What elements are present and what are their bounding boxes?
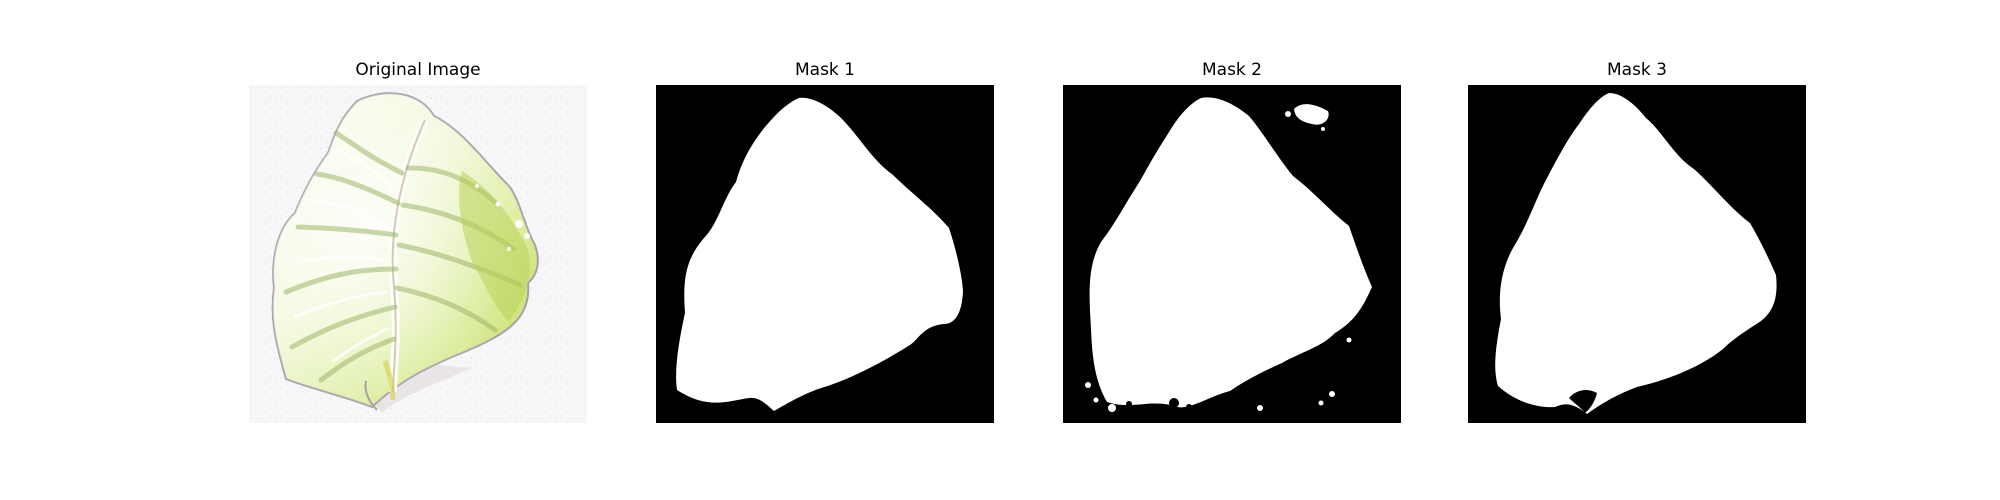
- original-image-panel: Original Image: [249, 58, 587, 426]
- mask-3-panel: Mask 3: [1468, 58, 1806, 426]
- leaf-photo: [249, 85, 587, 423]
- mask-1-title: Mask 1: [794, 60, 855, 80]
- original-image: [249, 85, 587, 423]
- mask-1-image: [656, 85, 994, 423]
- mask-3-image: [1468, 85, 1806, 423]
- mask-1-visual: [656, 85, 994, 423]
- mask-3-title: Mask 3: [1606, 60, 1667, 80]
- mask-2-title: Mask 2: [1201, 60, 1262, 80]
- mask-2-image: [1063, 85, 1401, 423]
- original-image-title: Original Image: [355, 60, 481, 80]
- mask-3-visual: [1468, 85, 1806, 423]
- mask-2-panel: Mask 2: [1063, 58, 1401, 426]
- mask-1-panel: Mask 1: [656, 58, 994, 426]
- mask-2-visual: [1063, 85, 1401, 423]
